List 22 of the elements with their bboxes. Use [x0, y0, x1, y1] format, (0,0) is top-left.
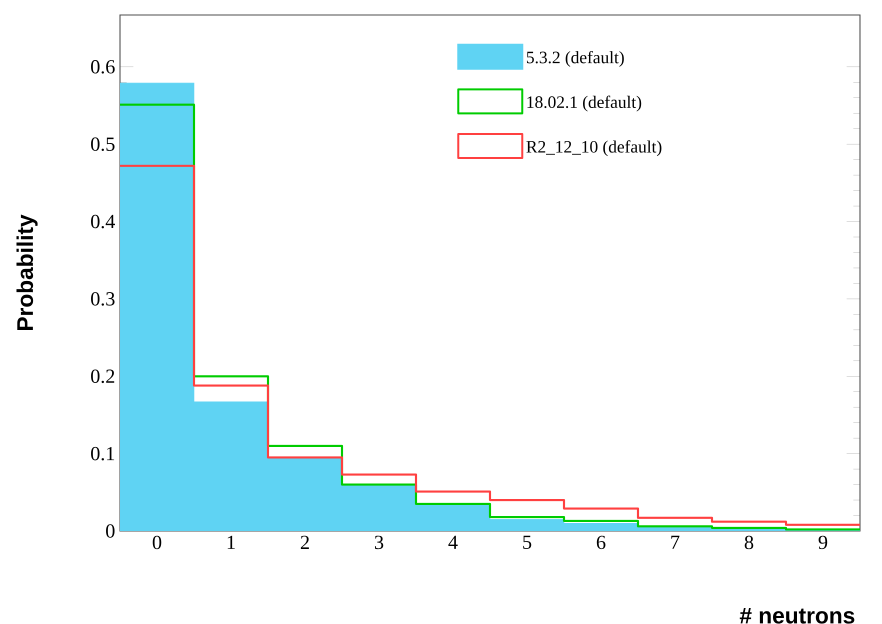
legend-label: 5.3.2 (default)	[526, 50, 624, 67]
x-tick-label: 3	[374, 536, 384, 550]
y-tick-label: 0.3	[91, 292, 115, 306]
legend-label: R2_12_10 (default)	[526, 140, 662, 156]
x-tick-label: 8	[744, 536, 754, 550]
y-tick-label: 0	[106, 524, 115, 538]
x-tick-label: 0	[152, 536, 162, 550]
y-tick-label: 0.2	[91, 369, 114, 384]
x-tick-label: 1	[228, 536, 235, 549]
x-tick-label: 5	[523, 536, 532, 549]
x-tick-label: 4	[448, 536, 458, 549]
x-tick-label: 6	[596, 536, 606, 550]
y-axis-title: Probability	[16, 214, 38, 330]
x-axis-title: # neutrons	[740, 608, 854, 624]
y-tick-label: 0.5	[91, 137, 115, 151]
x-tick-label: 9	[818, 536, 828, 550]
x-tick-label: 2	[300, 536, 309, 549]
x-tick-label: 7	[671, 536, 680, 549]
y-tick-label: 0.6	[91, 60, 115, 74]
y-tick-label: 0.4	[91, 214, 115, 228]
legend-label: 18.02.1 (default)	[527, 96, 642, 112]
y-tick-label: 0.1	[91, 446, 114, 460]
